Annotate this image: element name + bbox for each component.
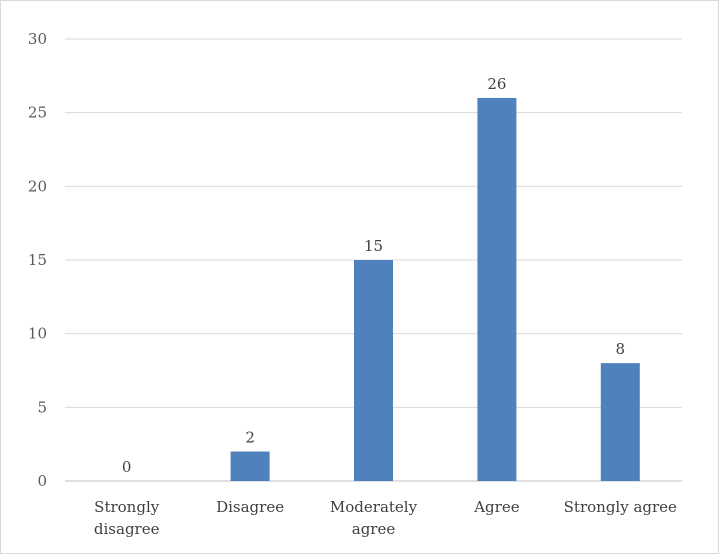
labels: 0 5 10 15 20 25 30 0 Strongly disagree 2 Disagree 15… xyxy=(28,30,677,538)
y-tick-label-25: 25 xyxy=(28,104,47,122)
y-tick-label-0: 0 xyxy=(37,472,47,490)
bar-4 xyxy=(600,363,640,481)
y-tick-label-15: 15 xyxy=(28,251,47,269)
category-label-2-line-0: Moderately xyxy=(330,498,418,516)
category-label-4: Strongly agree xyxy=(564,498,677,516)
y-tick-label-5: 5 xyxy=(37,398,47,416)
category-label-0-line-1: disagree xyxy=(94,520,160,538)
category-label-3: Agree xyxy=(473,498,519,516)
category-label-0-line-0: Strongly xyxy=(94,498,160,516)
data-label-2: 15 xyxy=(364,237,383,255)
category-label-3-line-0: Agree xyxy=(473,498,519,516)
y-tick-label-20: 20 xyxy=(28,177,47,195)
category-label-1: Disagree xyxy=(216,498,284,516)
bar-2 xyxy=(354,260,393,481)
data-label-1: 2 xyxy=(245,429,255,447)
category-label-1-line-0: Disagree xyxy=(216,498,284,516)
y-tick-label-10: 10 xyxy=(28,325,47,343)
data-label-4: 8 xyxy=(616,340,626,358)
category-label-2: Moderately agree xyxy=(330,498,418,538)
bar-1 xyxy=(230,451,270,481)
category-label-0: Strongly disagree xyxy=(94,498,160,538)
category-label-4-line-0: Strongly agree xyxy=(564,498,677,516)
bars xyxy=(230,97,640,481)
bar-3 xyxy=(477,97,517,481)
data-label-3: 26 xyxy=(487,75,506,93)
data-label-0: 0 xyxy=(122,458,132,476)
category-label-2-line-1: agree xyxy=(352,520,396,538)
y-tick-label-30: 30 xyxy=(28,30,47,48)
